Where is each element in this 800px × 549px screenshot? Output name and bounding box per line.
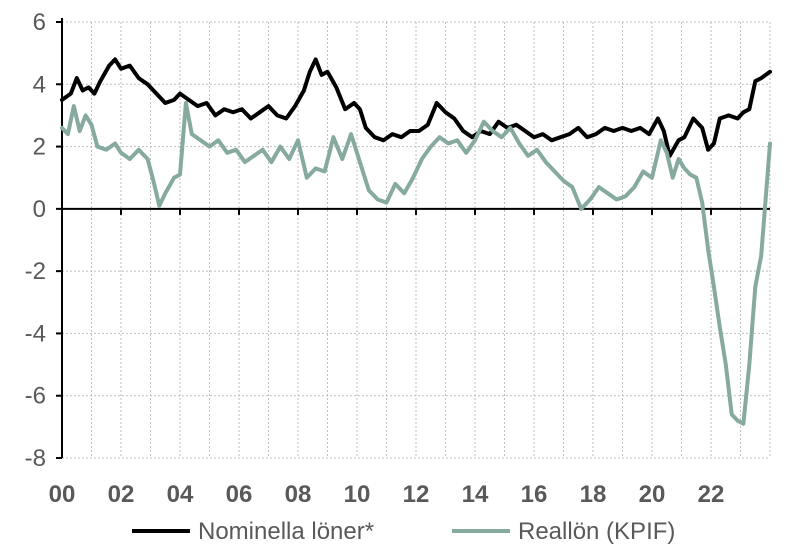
x-tick-label: 10 <box>344 481 371 508</box>
x-tick-label: 14 <box>462 481 489 508</box>
x-tick-label: 04 <box>167 481 194 508</box>
y-tick-label: 0 <box>33 196 46 223</box>
series-layer <box>60 57 772 426</box>
x-tick-label: 12 <box>403 481 430 508</box>
grid-layer <box>61 21 771 459</box>
series-line-1 <box>60 101 772 426</box>
y-tick-label: 6 <box>33 9 46 36</box>
series-line-0 <box>60 57 772 158</box>
y-tick-label: -2 <box>25 258 46 285</box>
x-tick-label: 22 <box>698 481 725 508</box>
y-tick-label: -8 <box>25 445 46 472</box>
y-tick-label: -6 <box>25 383 46 410</box>
x-tick-label: 16 <box>521 481 548 508</box>
x-tick-label: 02 <box>108 481 135 508</box>
y-tick-label: -4 <box>25 320 46 347</box>
legend-label-0: Nominella löner* <box>198 518 374 545</box>
axis-layer <box>56 18 770 459</box>
legend: Nominella löner* Reallön (KPIF) <box>132 518 675 545</box>
x-tick-label: 06 <box>226 481 253 508</box>
legend-label-1: Reallön (KPIF) <box>518 518 675 545</box>
y-tick-label: 2 <box>33 134 46 161</box>
x-tick-label: 18 <box>580 481 607 508</box>
x-tick-label: 20 <box>639 481 666 508</box>
x-tick-label: 08 <box>285 481 312 508</box>
x-tick-label: 00 <box>49 481 76 508</box>
y-tick-label: 4 <box>33 71 46 98</box>
